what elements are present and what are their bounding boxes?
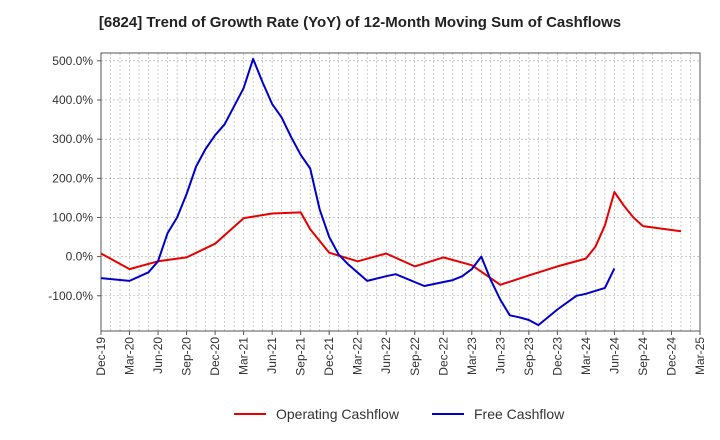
y-tick-label: 400.0% <box>52 93 93 107</box>
axis-layer: 500.0% 400.0% 300.0% 200.0% 100.0% 0.0% -100.0… <box>48 52 707 376</box>
legend-layer: Operating Cashflow Free Cashflow <box>234 406 565 422</box>
x-tick-label: Mar-22 <box>351 337 365 375</box>
x-tick-label: Mar-21 <box>237 337 251 375</box>
series-line-free-cashflow <box>100 57 616 327</box>
x-tick-label: Dec-21 <box>322 337 336 376</box>
legend-label: Free Cashflow <box>474 406 565 422</box>
x-tick-label: Dec-23 <box>550 337 564 376</box>
x-tick-label: Jun-23 <box>493 337 507 374</box>
x-tick-label: Sep-20 <box>180 337 194 376</box>
x-tick-label: Mar-23 <box>465 337 479 375</box>
x-tick-label: Dec-20 <box>208 337 222 376</box>
plot-frame <box>100 52 701 332</box>
x-tick-label: Dec-22 <box>436 337 450 376</box>
y-tick-label: 0.0% <box>66 250 94 264</box>
x-tick-label: Sep-21 <box>294 337 308 376</box>
legend-label: Operating Cashflow <box>276 406 400 422</box>
x-tick-label: Mar-20 <box>123 337 137 375</box>
x-tick-label: Jun-20 <box>151 337 165 374</box>
x-tick-label: Mar-25 <box>693 337 707 375</box>
x-tick-label: Jun-21 <box>265 337 279 374</box>
x-tick-label: Sep-23 <box>522 337 536 376</box>
x-tick-label: Sep-24 <box>636 337 650 376</box>
y-tick-label: -100.0% <box>48 289 93 303</box>
x-tick-label: Dec-24 <box>664 337 678 376</box>
x-tick-label: Jun-22 <box>379 337 393 374</box>
y-tick-label: 300.0% <box>52 132 93 146</box>
x-tick-label: Sep-22 <box>408 337 422 376</box>
grid-layer <box>100 53 701 331</box>
series-line-operating-cashflow <box>100 191 682 286</box>
x-tick-label: Mar-24 <box>579 337 593 375</box>
x-tick-label: Jun-24 <box>607 337 621 374</box>
x-tick-label: Dec-19 <box>94 337 108 376</box>
series-layer <box>100 57 682 327</box>
chart-title: [6824] Trend of Growth Rate (YoY) of 12-… <box>98 14 622 31</box>
y-tick-label: 500.0% <box>52 54 93 68</box>
y-tick-label: 200.0% <box>52 171 93 185</box>
y-tick-label: 100.0% <box>52 210 93 224</box>
